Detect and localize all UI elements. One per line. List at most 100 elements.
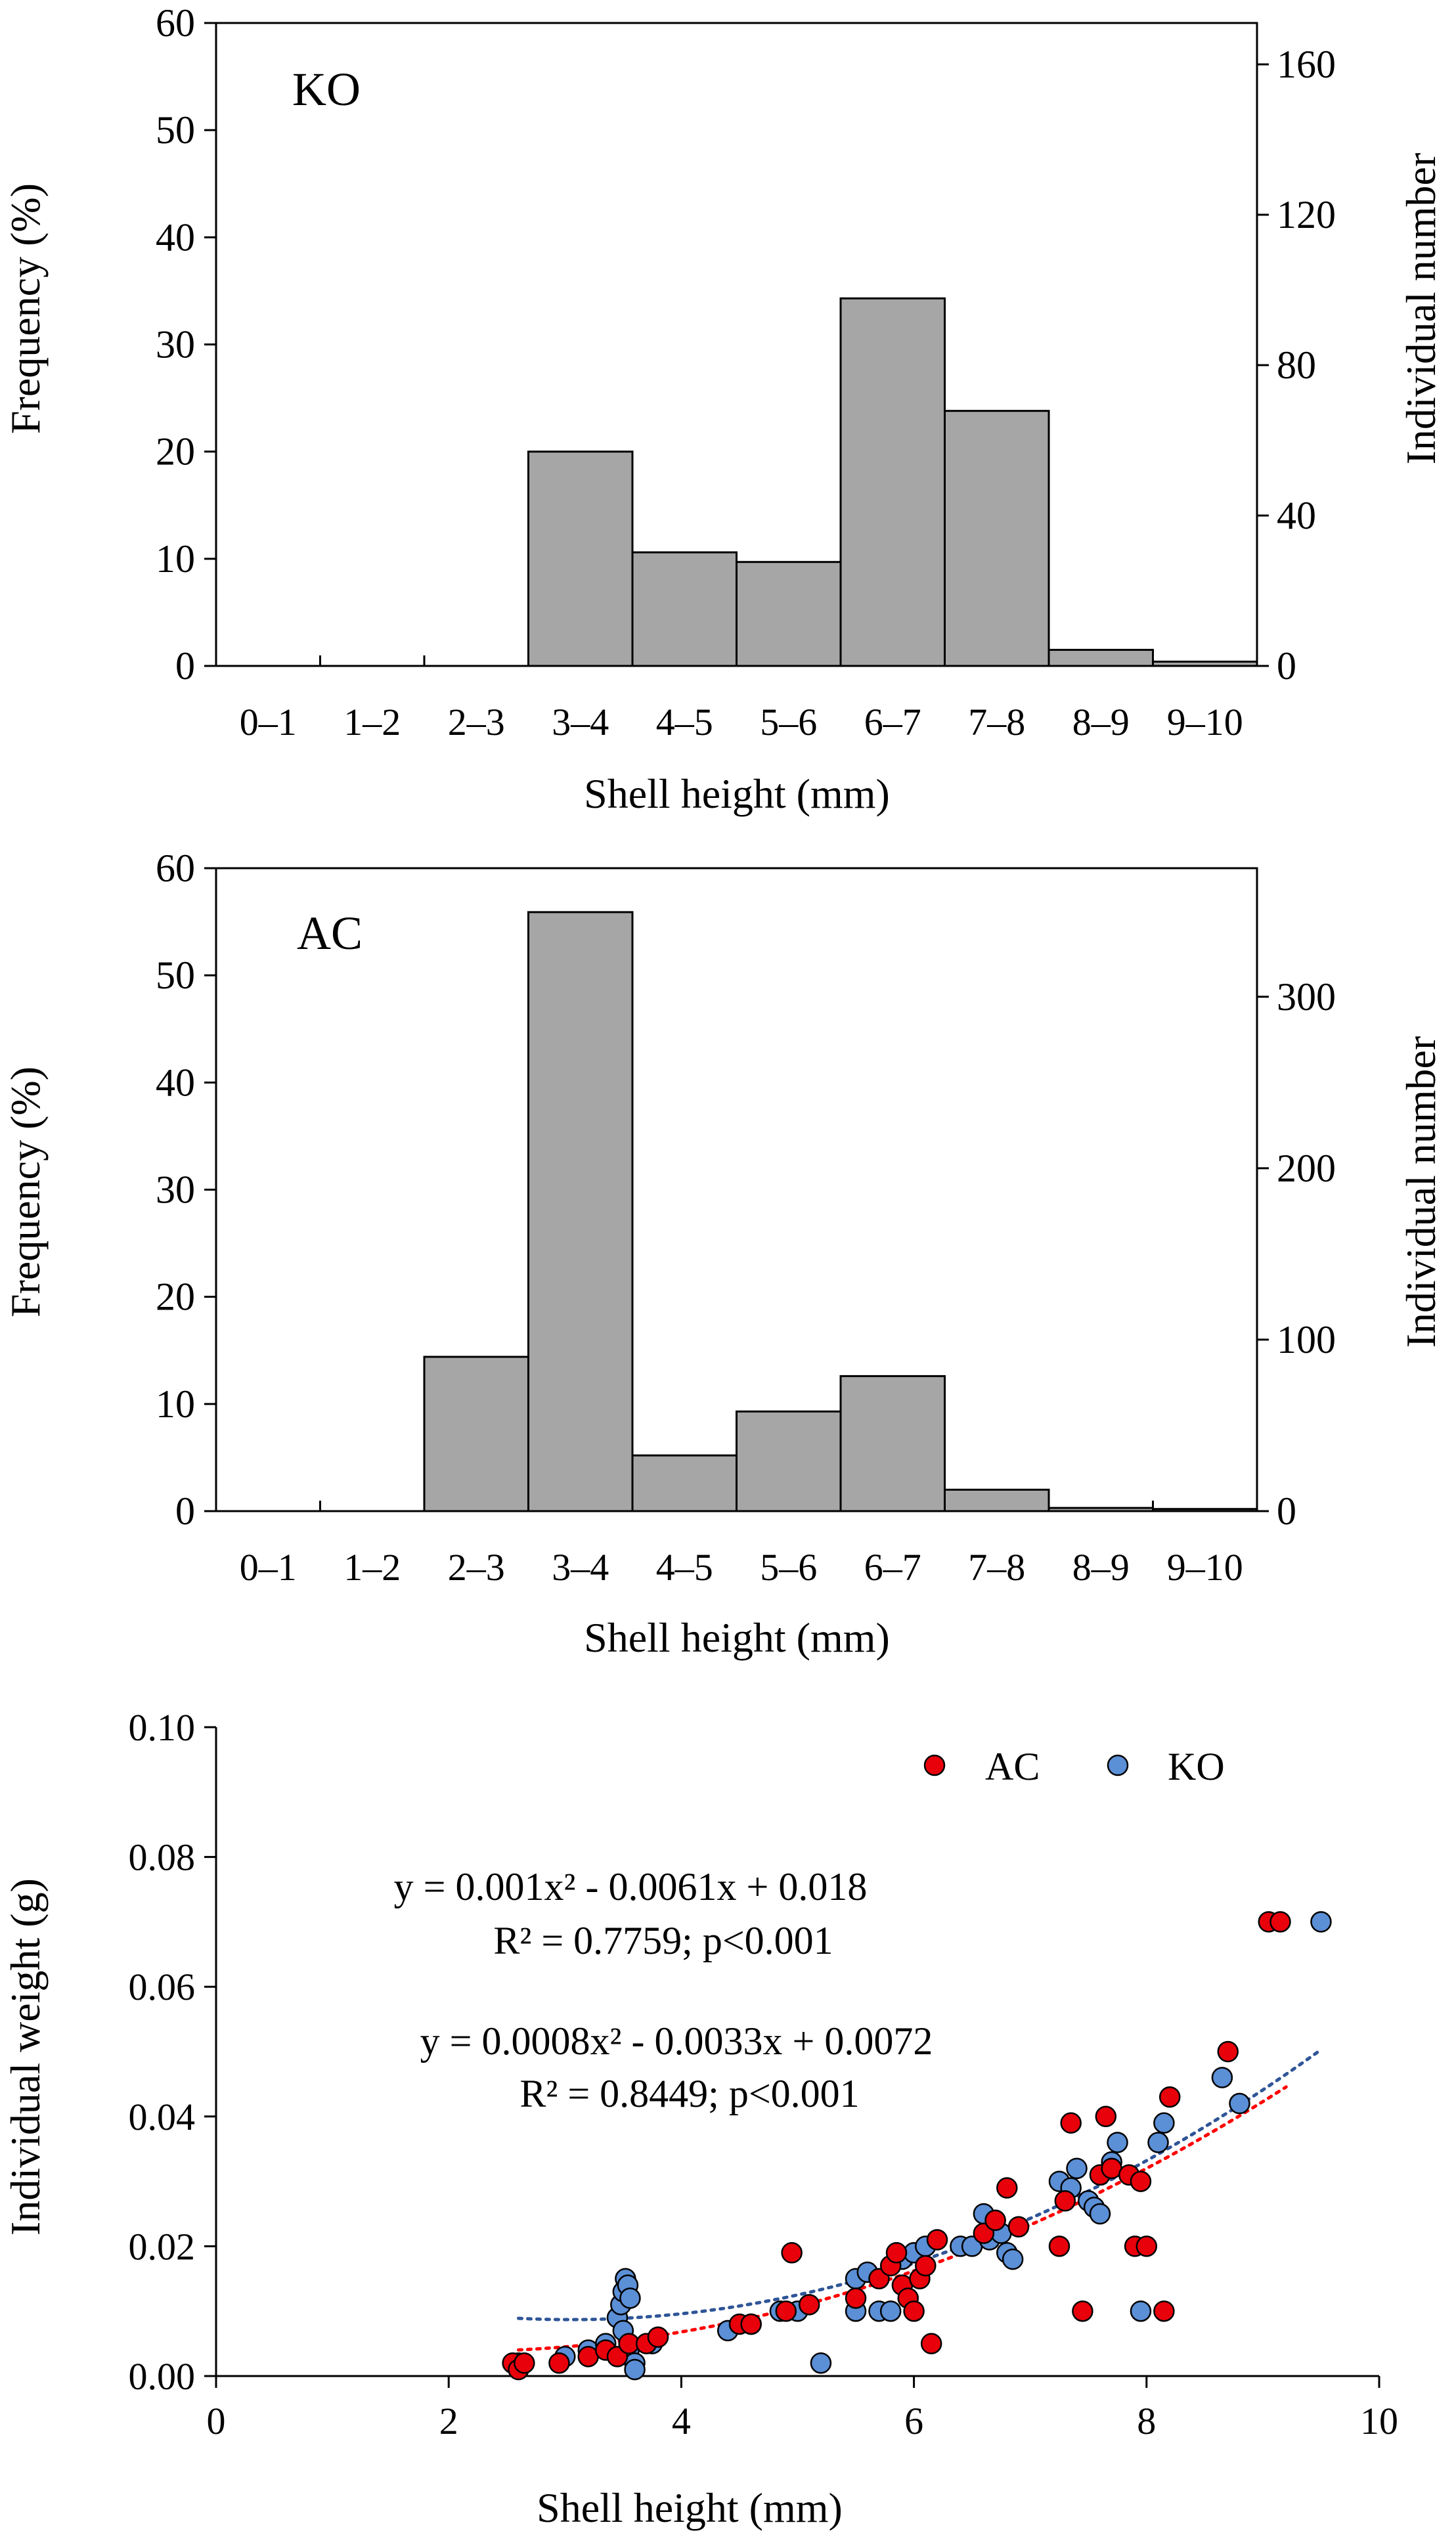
histogram-ko: 0 10 20 30 40 50 60 0 40 80 120 160 0–1 1–2 2–3 3–4 4–… [2, 1, 1444, 817]
ac-point [1269, 1911, 1291, 1933]
ac-bar-7–8 [944, 1488, 1050, 1512]
ac-point [798, 2294, 820, 2316]
ac-ytick-label: 50 [156, 954, 195, 997]
ac-point [845, 2287, 867, 2309]
ko-bar-4–5 [631, 551, 738, 667]
ac-ytick-label: 10 [156, 1382, 195, 1426]
scatter-ytick-label: 0.08 [129, 1836, 196, 1879]
legend-ac-label: AC [985, 1745, 1040, 1788]
ko-point [1130, 2300, 1152, 2322]
ac-y2tick-label: 200 [1277, 1147, 1336, 1190]
ac-ytick-label: 30 [156, 1168, 195, 1212]
ac-point [1048, 2236, 1070, 2257]
ko-xtick-label: 6–7 [864, 701, 921, 743]
ko-point [1089, 2203, 1111, 2225]
ac-xtick-label: 1–2 [343, 1546, 401, 1589]
ac-bar-6–7 [839, 1375, 946, 1512]
ko-point [1147, 2132, 1169, 2153]
scatter-xtick-label: 0 [207, 2400, 226, 2442]
ac-xtick-label: 2–3 [448, 1546, 505, 1589]
ko-bar-8–9 [1048, 649, 1154, 667]
ko-y2tick-label: 120 [1277, 193, 1336, 236]
scatter-xtick-label: 2 [439, 2400, 458, 2442]
ac-y2tick-label: 0 [1277, 1489, 1296, 1533]
ko-x-axis-ticks: 0–1 1–2 2–3 3–4 4–5 5–6 6–7 7–8 8–9 9–10 [215, 655, 1258, 743]
ko-fit-equation: y = 0.001x² - 0.0061x + 0.018 [394, 1865, 868, 1908]
ac-x-axis-title: Shell height (mm) [584, 1614, 890, 1661]
ac-y-axis-title: Frequency (%) [2, 1067, 49, 1317]
scatter-legend: AC KO [923, 1745, 1225, 1788]
ac-xtick-label: 9–10 [1167, 1546, 1243, 1589]
ac-x-axis-ticks: 0–1 1–2 2–3 3–4 4–5 5–6 6–7 7–8 8–9 9–10 [215, 1501, 1258, 1589]
ac-point [926, 2229, 948, 2251]
histogram-ac: 0 10 20 30 40 50 60 0 100 200 300 0–1 1–2 2–3 3–4 4–5… [2, 847, 1444, 1661]
ko-bars [527, 297, 1258, 667]
ko-xtick-label: 4–5 [656, 701, 713, 743]
ko-point [879, 2300, 902, 2322]
ko-point [1229, 2092, 1250, 2115]
ko-y-axis-title: Frequency (%) [2, 183, 49, 434]
ko-xtick-label: 8–9 [1072, 701, 1130, 743]
ac-point [514, 2352, 535, 2374]
ac-point [915, 2255, 937, 2277]
ac-point [740, 2313, 762, 2335]
ko-y2-axis-title: Individual number [1398, 153, 1444, 465]
scatter-ytick-label: 0.04 [129, 2096, 196, 2138]
ko-xtick-label: 0–1 [240, 701, 297, 743]
ac-point [920, 2333, 942, 2354]
scatter-ytick-label: 0.06 [129, 1966, 196, 2008]
ko-point [810, 2352, 832, 2374]
ac-xtick-label: 3–4 [552, 1546, 609, 1589]
ko-ytick-label: 40 [156, 215, 195, 259]
ac-ytick-label: 0 [175, 1489, 195, 1533]
scatter-axes: 0.00 0.02 0.04 0.06 0.08 0.10 0 2 4 6 8 10 [129, 1706, 1399, 2442]
ac-point [1054, 2190, 1076, 2212]
ko-bar-3–4 [527, 451, 634, 667]
ac-point [1007, 2216, 1030, 2238]
ko-xtick-label: 2–3 [448, 701, 505, 743]
ko-bar-7–8 [944, 410, 1050, 667]
ko-xtick-label: 5–6 [760, 701, 817, 743]
ac-point [1153, 2300, 1175, 2322]
scatter-xtick-label: 4 [672, 2400, 691, 2442]
ac-ytick-label: 60 [156, 847, 195, 890]
ko-point [1002, 2248, 1024, 2270]
ko-point [1310, 1911, 1332, 1933]
ac-point [548, 2352, 570, 2374]
ac-left-axis-ticks: 0 10 20 30 40 50 60 [156, 847, 216, 1533]
ac-right-axis-ticks: 0 100 200 300 [1257, 975, 1336, 1533]
ko-ytick-label: 0 [175, 644, 195, 688]
ko-ytick-label: 60 [156, 1, 195, 45]
ac-point [903, 2300, 925, 2322]
ac-xtick-label: 0–1 [240, 1546, 297, 1589]
ac-point [1158, 2086, 1181, 2108]
ac-bar-2–3 [423, 1355, 529, 1512]
scatter-ytick-label: 0.00 [129, 2355, 196, 2398]
legend-ko-marker [1107, 1754, 1129, 1776]
scatter-xtick-label: 10 [1360, 2400, 1398, 2442]
ac-bar-4–5 [631, 1454, 738, 1512]
ko-left-axis-ticks: 0 10 20 30 40 50 60 [156, 1, 216, 688]
ac-point [775, 2300, 797, 2322]
ko-y2tick-label: 80 [1277, 343, 1316, 387]
ko-panel-label: KO [292, 63, 361, 116]
ko-xtick-label: 3–4 [552, 701, 609, 743]
ko-y2tick-label: 160 [1277, 43, 1336, 86]
ac-fit-r2: R² = 0.8449; p<0.001 [519, 2072, 859, 2115]
ko-xtick-label: 9–10 [1167, 701, 1243, 743]
ko-bar-6–7 [839, 297, 946, 667]
ko-right-axis-ticks: 0 40 80 120 160 [1257, 43, 1336, 688]
ko-point [1066, 2157, 1088, 2180]
ko-ytick-label: 20 [156, 430, 195, 474]
ko-point [619, 2287, 641, 2309]
scatter-xtick-label: 6 [904, 2400, 923, 2442]
ac-y2-axis-title: Individual number [1398, 1036, 1444, 1348]
scatter-ytick-label: 0.02 [129, 2225, 196, 2268]
ac-point [1072, 2300, 1093, 2322]
ac-ytick-label: 40 [156, 1061, 195, 1104]
ko-x-axis-title: Shell height (mm) [584, 770, 890, 817]
ko-point [1153, 2112, 1175, 2134]
ko-ytick-label: 50 [156, 108, 195, 152]
ac-bar-3–4 [527, 911, 634, 1512]
